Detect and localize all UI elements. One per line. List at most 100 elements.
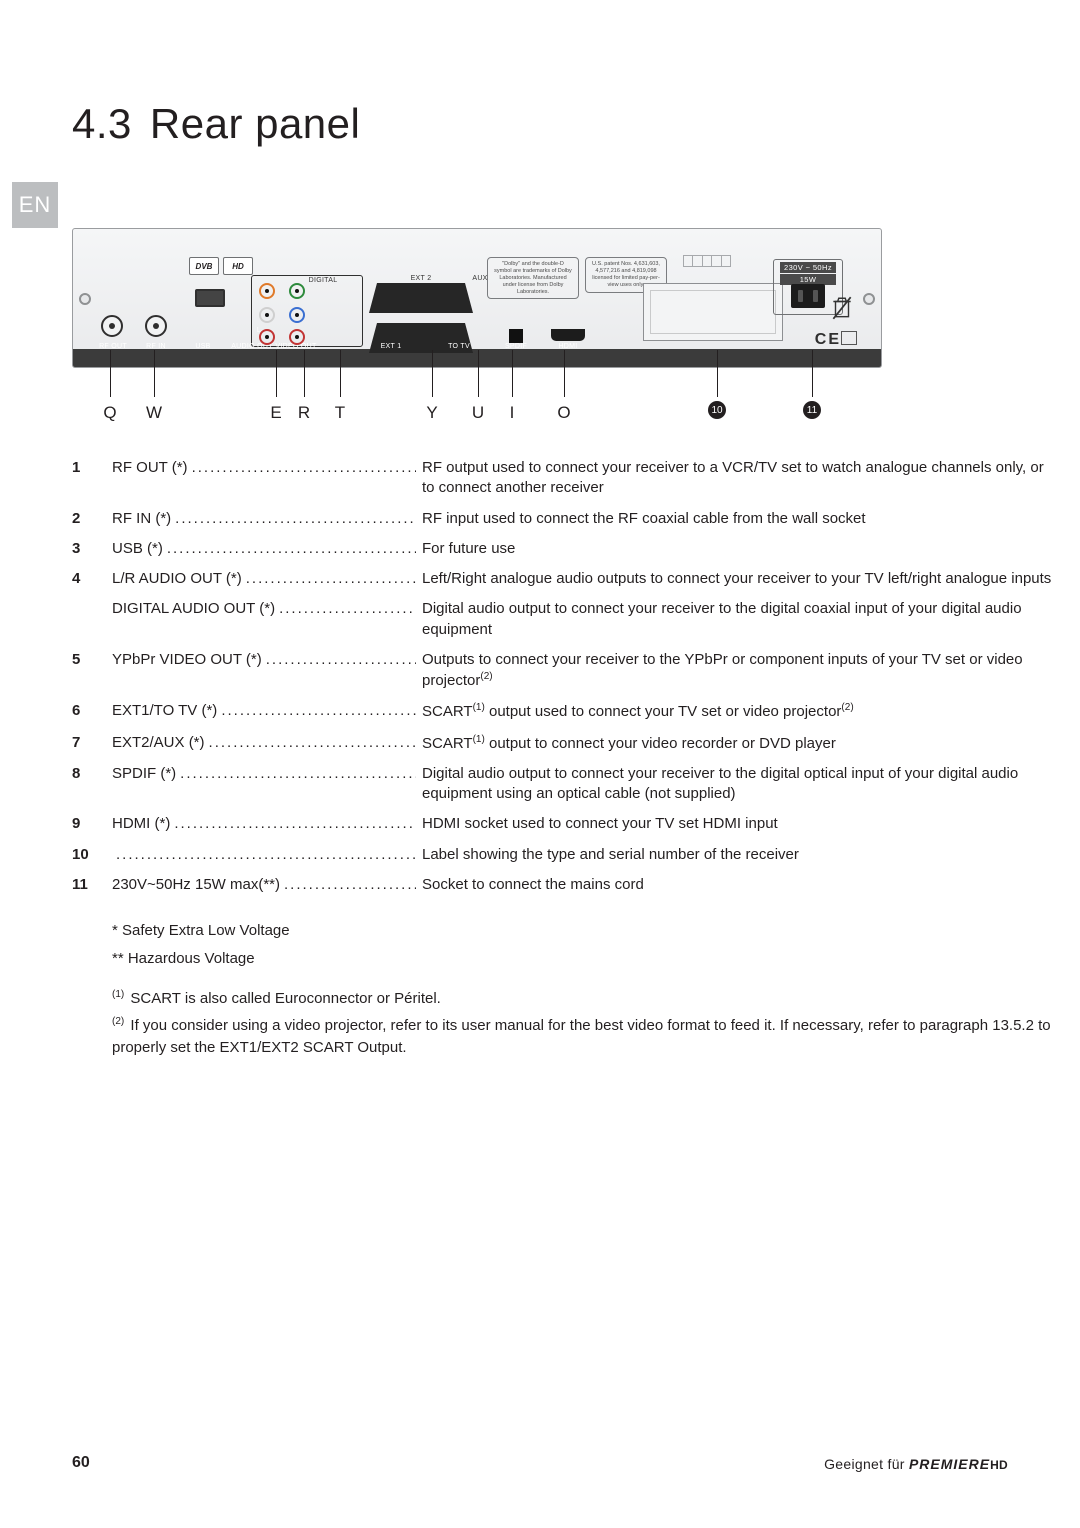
bottom-rail [73,349,881,367]
desc-term: RF IN (*) [112,509,175,529]
desc-def: RF input used to connect the RF coaxial … [416,509,1052,529]
desc-num [72,599,112,640]
callout-letter: O [557,403,570,423]
desc-def: SCART(1) output used to connect your TV … [416,701,1052,722]
desc-termcol: EXT1/TO TV (*) [112,701,416,722]
leader-dots [180,764,416,805]
rf-out-port [101,315,123,337]
desc-def: SCART(1) output to connect your video re… [416,733,1052,754]
vent-slots [683,255,731,267]
desc-def: Digital audio output to connect your rec… [416,599,1052,640]
screw-left [79,293,91,305]
desc-termcol: SPDIF (*) [112,764,416,805]
ext1-label: EXT 1 [373,343,409,350]
desc-def: Outputs to connect your receiver to the … [416,650,1052,692]
desc-num: 8 [72,764,112,805]
desc-term: SPDIF (*) [112,764,180,805]
leader-dots [209,733,416,754]
desc-termcol: DIGITAL AUDIO OUT (*) [112,599,416,640]
rca-r [259,329,275,345]
leader-dots [174,814,416,834]
desc-def: Left/Right analogue audio outputs to con… [416,569,1052,589]
desc-row: 1RF OUT (*) RF output used to connect you… [72,458,1052,499]
desc-row: 8SPDIF (*) Digital audio output to connec… [72,764,1052,805]
leader-dots [279,599,416,640]
callout-letter: R [298,403,310,423]
desc-row: 5YPbPr VIDEO OUT (*)Outputs to connect y… [72,650,1052,692]
desc-termcol: 230V~50Hz 15W max(**) [112,875,416,895]
ext2-label: EXT 2 [401,275,441,282]
callout-letter: T [335,403,345,423]
callout-number: 11 [803,401,821,419]
desc-termcol: RF OUT (*) [112,458,416,499]
class-ii-icon [841,331,857,345]
desc-termcol: RF IN (*) [112,509,416,529]
desc-row: 7EXT2/AUX (*) SCART(1) output to connect … [72,733,1052,754]
desc-term: USB (*) [112,539,167,559]
chassis: RF OUT RF IN DVB HD USB AUDIO OUT VIDEO … [72,228,882,368]
desc-term: L/R AUDIO OUT (*) [112,569,246,589]
callout-letter: I [510,403,515,423]
leader-dots [167,539,416,559]
desc-row: 6EXT1/TO TV (*) SCART(1) output used to c… [72,701,1052,722]
desc-termcol: HDMI (*) [112,814,416,834]
desc-termcol: YPbPr VIDEO OUT (*) [112,650,416,692]
section-number: 4.3 [72,100,132,148]
desc-term: DIGITAL AUDIO OUT (*) [112,599,279,640]
desc-num: 2 [72,509,112,529]
footnotes: * Safety Extra Low Voltage ** Hazardous … [112,920,1052,1065]
footnote-selv: * Safety Extra Low Voltage [112,920,1052,942]
desc-num: 7 [72,733,112,754]
spdif-label: SPDIF [499,343,533,350]
desc-term: RF OUT (*) [112,458,192,499]
lbl-digital: DIGITAL [305,277,341,284]
desc-row: 11230V~50Hz 15W max(**)Socket to connect… [72,875,1052,895]
desc-def: For future use [416,539,1052,559]
callout-letter: Q [103,403,116,423]
ce-mark: CE [815,331,841,349]
desc-row: 9HDMI (*)HDMI socket used to connect you… [72,814,1052,834]
desc-termcol: EXT2/AUX (*) [112,733,416,754]
rf-in-label: RF IN [141,343,171,350]
desc-num: 1 [72,458,112,499]
desc-def: RF output used to connect your receiver … [416,458,1052,499]
ext2-scart [377,283,465,313]
desc-termcol [112,845,416,865]
screw-right [863,293,875,305]
desc-term: YPbPr VIDEO OUT (*) [112,650,266,692]
desc-num: 10 [72,845,112,865]
footnote-scart: (1) SCART is also called Euroconnector o… [112,988,1052,1010]
footnote-projector: (2) If you consider using a video projec… [112,1015,1052,1059]
hdtv-badge: HD [223,257,253,275]
language-tab: EN [12,182,58,228]
section-title: Rear panel [150,100,360,147]
callout-letter: W [146,403,162,423]
rca-y [289,283,305,299]
power-voltage: 230V ~ 50Hz [780,262,836,273]
rca-digital [259,283,275,299]
desc-def: Digital audio output to connect your rec… [416,764,1052,805]
rca-pb [289,307,305,323]
usb-label: USB [191,343,215,350]
leader-dots [266,650,416,692]
desc-term: HDMI (*) [112,814,174,834]
desc-num: 6 [72,701,112,722]
desc-termcol: USB (*) [112,539,416,559]
rf-in-port [145,315,167,337]
rca-l [259,307,275,323]
brand-footer: Geeignet für PREMIEREHD [824,1456,1008,1472]
desc-term: 230V~50Hz 15W max(**) [112,875,284,895]
desc-term: EXT2/AUX (*) [112,733,209,754]
spdif-port [509,329,523,343]
leader-dots [192,458,416,499]
desc-row: 4L/R AUDIO OUT (*)Left/Right analogue au… [72,569,1052,589]
totv-label: TO TV [441,343,477,350]
desc-term: EXT1/TO TV (*) [112,701,221,722]
usb-port [195,289,225,307]
rf-out-label: RF OUT [97,343,129,350]
leader-dots [246,569,416,589]
callout-letter: Y [426,403,437,423]
leader-dots [221,701,416,722]
desc-row: 10Label showing the type and serial numb… [72,845,1052,865]
rear-panel-figure: RF OUT RF IN DVB HD USB AUDIO OUT VIDEO … [72,228,882,368]
